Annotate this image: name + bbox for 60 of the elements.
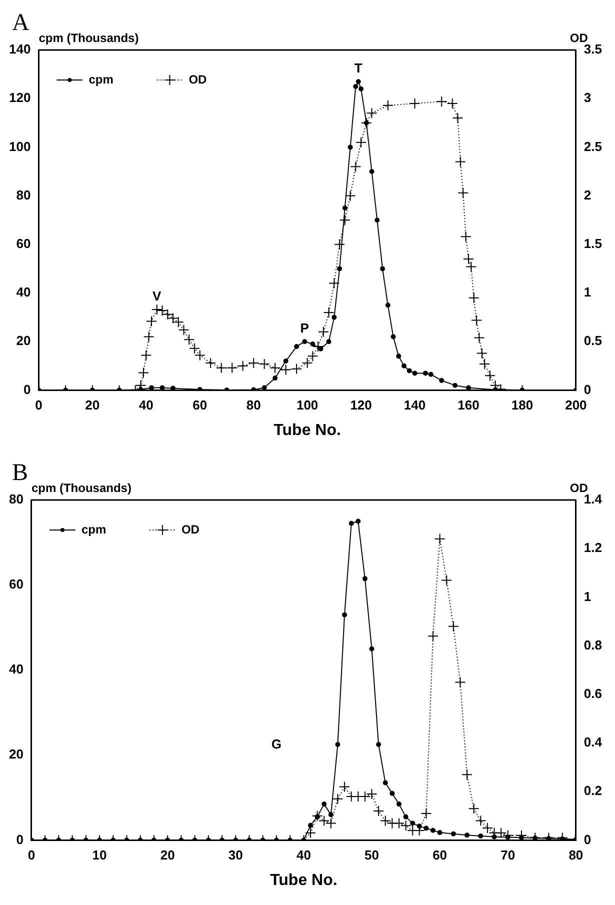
x-tick-label: 0 (35, 398, 42, 413)
x-tick-label: 40 (138, 398, 154, 413)
x-tick-label: 80 (568, 848, 584, 863)
annotation: V (152, 288, 162, 304)
y-tick-label: 80 (16, 187, 31, 202)
annotation: G (271, 736, 282, 752)
y-tick-label: 140 (8, 42, 31, 57)
y-axis-title: cpm (Thousands) (38, 31, 139, 45)
legend-label: cpm (88, 72, 114, 86)
y-tick-label: 120 (8, 90, 31, 106)
y2-tick-label: 0.5 (584, 333, 602, 348)
x-tick-label: 20 (85, 398, 100, 413)
y2-tick-label: 1.5 (584, 236, 602, 251)
y2-tick-label: 0 (584, 382, 592, 397)
x-tick-label: 120 (350, 398, 372, 413)
y-tick-label: 40 (8, 662, 24, 677)
y2-tick-label: 0.6 (584, 686, 602, 701)
x-tick-label: 50 (364, 848, 379, 863)
x-tick-label: 60 (192, 398, 208, 413)
x-axis-title: Tube No. (274, 422, 341, 439)
y-tick-label: 80 (8, 492, 24, 507)
y-axis-title: cpm (Thousands) (31, 481, 132, 495)
x-tick-label: 200 (565, 398, 587, 413)
x-tick-label: 80 (246, 398, 261, 413)
legend-label: OD (181, 522, 200, 536)
y2-tick-label: 0 (584, 832, 592, 847)
y2-tick-label: 2 (584, 187, 592, 202)
y-tick-label: 20 (8, 746, 24, 762)
y2-tick-label: 0.8 (584, 637, 602, 652)
x-tick-label: 30 (228, 848, 243, 863)
y-tick-label: 100 (8, 138, 31, 154)
x-tick-label: 180 (511, 398, 534, 413)
y-tick-label: 0 (23, 382, 31, 397)
chart-title: A (12, 10, 30, 36)
y-tick-label: 40 (16, 284, 31, 300)
chart-title: B (12, 460, 28, 486)
x-tick-label: 160 (458, 398, 480, 413)
y-tick-label: 20 (16, 333, 31, 348)
y2-tick-label: 1.2 (584, 540, 602, 556)
x-axis-title: Tube No. (270, 872, 338, 889)
annotation: P (300, 320, 310, 336)
x-tick-label: 20 (160, 848, 175, 863)
x-tick-label: 60 (432, 848, 448, 863)
x-tick-label: 10 (92, 848, 107, 863)
y2-tick-label: 0.4 (584, 734, 603, 750)
legend-label: cpm (81, 522, 106, 536)
y2-tick-label: 2.5 (584, 138, 602, 154)
x-tick-label: 40 (296, 848, 311, 863)
annotation: T (354, 60, 362, 76)
legend-label: OD (188, 72, 208, 86)
y2-tick-label: 1 (584, 284, 592, 300)
y2-tick-label: 0.2 (584, 783, 602, 798)
y2-tick-label: 1 (584, 588, 592, 604)
y-tick-label: 0 (16, 832, 24, 847)
x-tick-label: 100 (296, 398, 318, 413)
x-tick-label: 140 (404, 398, 426, 413)
y-tick-label: 60 (16, 236, 31, 251)
y2-tick-label: 3 (584, 90, 592, 106)
x-tick-label: 70 (500, 848, 516, 863)
y-tick-label: 60 (8, 576, 24, 592)
